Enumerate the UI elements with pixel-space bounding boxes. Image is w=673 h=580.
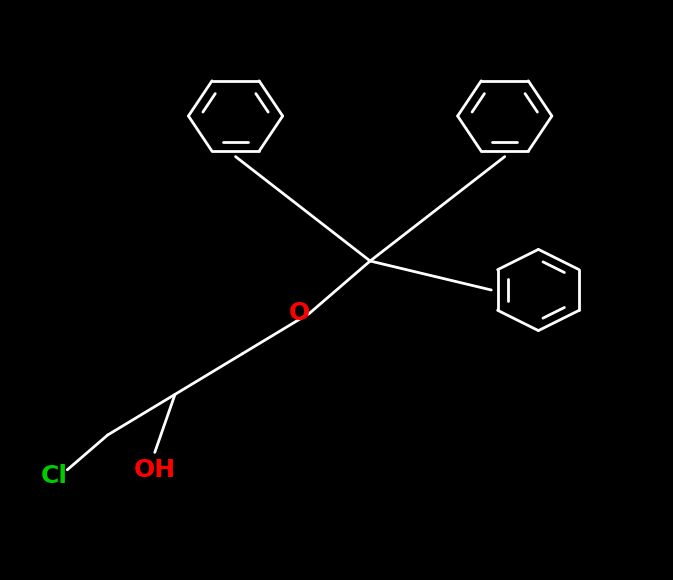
Text: Cl: Cl <box>40 463 67 488</box>
Text: O: O <box>289 301 310 325</box>
Text: OH: OH <box>134 458 176 482</box>
